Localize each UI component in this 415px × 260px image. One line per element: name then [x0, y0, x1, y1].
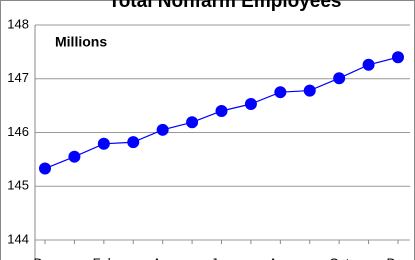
data-point — [215, 105, 228, 117]
data-point — [39, 162, 51, 175]
data-point — [333, 72, 346, 85]
x-tick-label: Jun — [211, 255, 232, 260]
x-tick-label: Dec — [386, 255, 410, 260]
x-tick-label: Feb — [93, 255, 115, 260]
y-tick-label: 147 — [7, 70, 29, 85]
annotation: Millions — [55, 34, 107, 50]
x-tick-label: Oct — [329, 255, 350, 260]
data-point — [392, 51, 404, 64]
data-point — [186, 116, 199, 129]
y-tick-label: 146 — [7, 124, 29, 139]
x-tick-label: Dec — [33, 255, 57, 260]
x-tick-label: Apr — [153, 255, 174, 260]
y-tick-label: 145 — [7, 178, 29, 193]
data-point — [244, 98, 257, 111]
chart-title: Total Nonfarm Employees — [109, 0, 342, 12]
data-point — [68, 150, 81, 163]
data-point — [156, 123, 169, 136]
y-tick-label: 144 — [7, 231, 29, 246]
data-point — [97, 137, 110, 150]
x-tick-label: Aug — [269, 255, 292, 260]
data-point — [274, 86, 287, 99]
data-point — [362, 58, 375, 71]
data-point — [127, 136, 140, 149]
y-tick-label: 148 — [7, 16, 29, 31]
data-point — [303, 84, 316, 97]
